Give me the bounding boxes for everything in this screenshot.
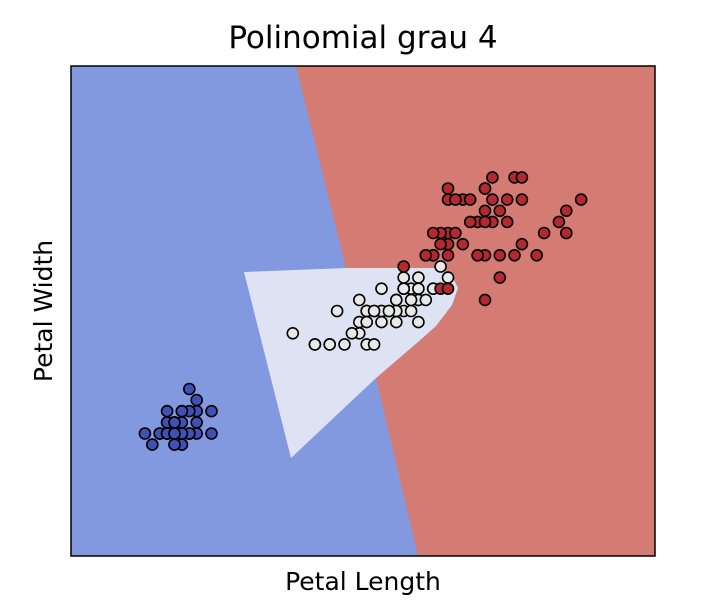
data-point-class-0: [190, 393, 203, 407]
data-point-class-2: [486, 171, 499, 184]
data-point-class-2: [515, 171, 529, 184]
data-point-class-2: [574, 193, 588, 206]
x-axis-label: Petal Length: [285, 567, 441, 596]
data-point-class-2: [441, 249, 455, 262]
data-point-class-0: [146, 438, 159, 451]
data-point-class-2: [426, 226, 440, 240]
data-point-class-2: [463, 215, 477, 229]
data-point-class-0: [175, 404, 189, 418]
data-point-class-1: [367, 338, 381, 351]
data-point-class-2: [508, 249, 521, 262]
chart-title: Polinomial grau 4: [228, 20, 497, 56]
data-point-class-2: [478, 215, 492, 229]
data-point-class-1: [434, 260, 447, 273]
data-point-class-2: [515, 193, 529, 206]
data-point-class-1: [404, 304, 418, 318]
data-point-class-2: [493, 249, 507, 262]
data-point-class-0: [190, 416, 203, 429]
data-point-class-0: [205, 404, 218, 418]
data-point-class-0: [160, 404, 174, 418]
data-point-class-1: [419, 293, 433, 307]
data-point-class-2: [449, 226, 462, 240]
data-point-class-2: [552, 215, 566, 229]
data-point-class-1: [308, 338, 322, 351]
data-point-class-1: [389, 315, 403, 329]
data-point-class-2: [441, 182, 455, 195]
data-point-class-1: [412, 282, 425, 296]
data-point-class-2: [486, 193, 499, 206]
data-point-class-1: [345, 326, 359, 340]
data-point-class-2: [530, 249, 544, 262]
y-axis-label: Petal Width: [29, 240, 58, 382]
data-point-class-1: [389, 293, 403, 307]
data-point-class-2: [456, 237, 470, 251]
data-point-class-1: [404, 293, 418, 307]
data-point-class-1: [352, 293, 366, 307]
data-point-class-2: [478, 293, 492, 307]
data-point-class-1: [412, 271, 425, 284]
data-point-class-2: [419, 249, 433, 262]
data-point-class-0: [183, 382, 196, 396]
data-point-class-0: [168, 438, 181, 451]
region-class-2: [296, 66, 655, 556]
data-point-class-2: [493, 204, 507, 218]
data-point-class-2: [434, 237, 447, 251]
data-point-class-2: [478, 204, 492, 218]
data-point-class-1: [367, 304, 381, 318]
data-point-class-2: [471, 249, 484, 262]
data-point-class-0: [205, 427, 218, 440]
data-point-class-2: [397, 260, 411, 273]
data-point-class-1: [375, 315, 388, 329]
data-point-class-0: [138, 427, 152, 440]
plot-frame: [70, 65, 656, 557]
data-point-class-1: [382, 304, 396, 318]
data-point-class-0: [168, 416, 181, 429]
data-point-class-1: [441, 271, 455, 284]
data-point-class-1: [323, 338, 337, 351]
data-point-class-2: [515, 237, 529, 251]
data-point-class-1: [397, 282, 411, 296]
data-point-class-1: [412, 315, 425, 329]
data-point-class-2: [559, 204, 573, 218]
data-point-class-0: [168, 427, 181, 440]
data-point-class-2: [463, 193, 477, 206]
data-point-class-1: [397, 271, 411, 284]
data-point-class-2: [537, 226, 551, 240]
data-point-class-2: [449, 193, 462, 206]
data-point-class-1: [375, 282, 388, 296]
data-point-class-2: [478, 182, 492, 195]
scatter-points: [138, 171, 588, 451]
data-point-class-1: [286, 326, 300, 340]
data-point-class-1: [330, 304, 344, 318]
data-point-class-2: [500, 215, 514, 229]
data-point-class-2: [500, 193, 514, 206]
data-point-class-1: [360, 315, 374, 329]
data-point-class-2: [559, 226, 573, 240]
data-point-class-2: [493, 271, 507, 284]
data-point-class-2: [441, 282, 455, 296]
data-point-class-1: [338, 338, 351, 351]
